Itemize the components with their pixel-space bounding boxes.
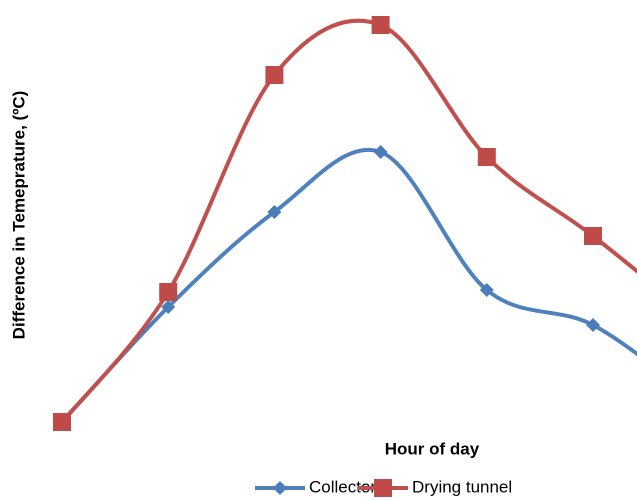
x-axis-label: Hour of day bbox=[385, 439, 480, 458]
marker bbox=[371, 16, 390, 34]
marker bbox=[584, 227, 602, 245]
y-axis-label: Difference in Temeprature, (ºC) bbox=[9, 91, 28, 340]
legend: Collector Drying tunnel bbox=[255, 477, 512, 497]
series-line bbox=[60, 18, 637, 424]
legend-label: Collector bbox=[309, 477, 376, 496]
legend-label: Drying tunnel bbox=[412, 477, 512, 496]
legend-marker bbox=[273, 481, 287, 495]
marker bbox=[265, 66, 284, 84]
marker bbox=[479, 283, 494, 297]
plot-area bbox=[53, 16, 637, 431]
marker bbox=[159, 283, 178, 301]
marker bbox=[161, 300, 176, 314]
marker bbox=[477, 148, 496, 166]
marker bbox=[586, 318, 600, 332]
marker bbox=[53, 413, 71, 431]
marker bbox=[373, 145, 388, 159]
marker bbox=[267, 205, 282, 219]
series-line bbox=[60, 147, 637, 424]
legend-marker bbox=[374, 479, 392, 497]
